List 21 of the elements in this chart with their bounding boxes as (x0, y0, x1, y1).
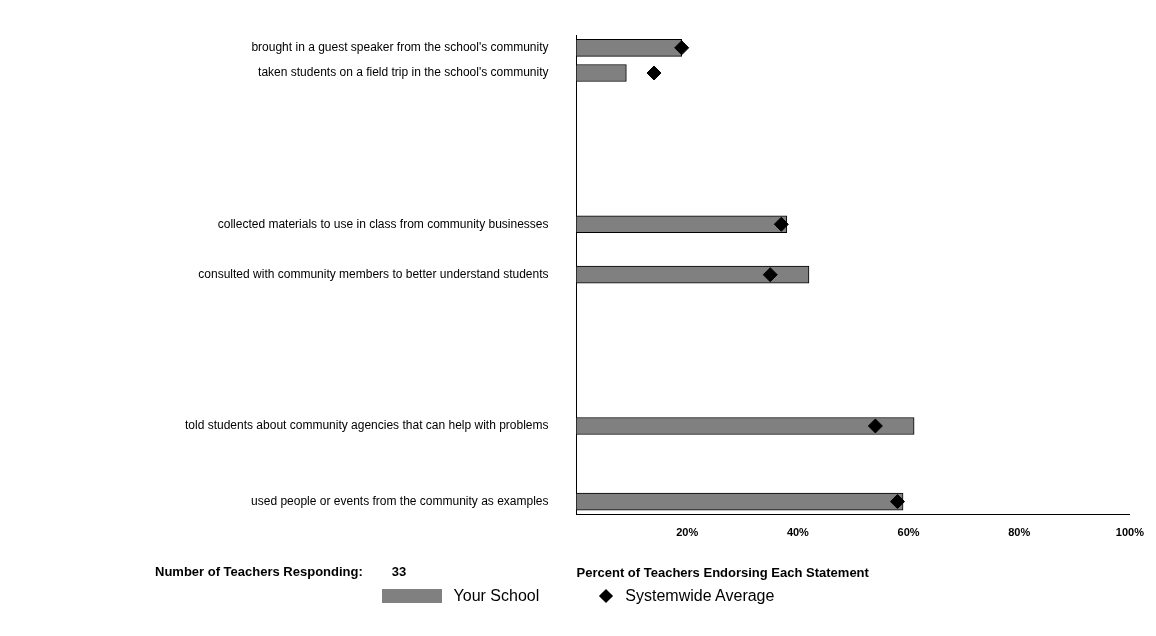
point (674, 40, 690, 56)
point (890, 494, 906, 510)
point (646, 65, 662, 81)
x-axis-title: Percent of Teachers Endorsing Each Statement (576, 564, 870, 580)
y-tick-label: consulted with community members to better understand students (198, 267, 549, 282)
x-tick-label: 80% (1008, 525, 1031, 538)
y-tick-label: used people or events from the community as examples (251, 493, 549, 508)
point (773, 216, 789, 232)
legend-label: Systemwide Average (625, 587, 775, 605)
point (867, 418, 883, 434)
legend-label: Your School (453, 587, 540, 605)
x-tick-label: 20% (676, 525, 699, 538)
x-tick-label: 100% (1115, 525, 1145, 538)
y-tick-label: taken students on a field trip in the school's community (258, 65, 549, 80)
x-tick-label: 60% (897, 525, 920, 538)
y-tick-label: told students about community agencies that can help with problems (184, 418, 549, 433)
point (762, 267, 778, 283)
y-tick-label: brought in a guest speaker from the school's community (251, 40, 549, 55)
text: Number of Teachers Responding: 33 (155, 564, 407, 579)
y-tick-label: collected materials to use in class from community businesses (217, 216, 549, 231)
x-tick-label: 40% (786, 525, 810, 538)
